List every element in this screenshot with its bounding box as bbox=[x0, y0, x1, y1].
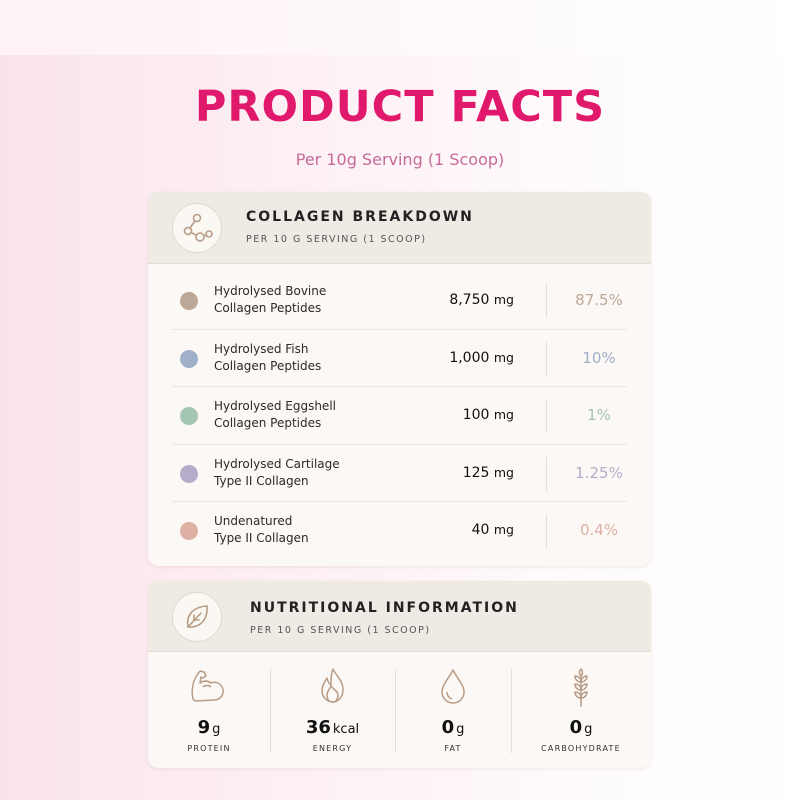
collagen-row-label: Hydrolysed Cartilage Type II Collagen bbox=[214, 456, 394, 490]
color-dot bbox=[180, 464, 198, 483]
row-divider bbox=[546, 284, 547, 318]
collagen-rows: Hydrolysed Bovine Collagen Peptides 8,75… bbox=[148, 272, 651, 560]
collagen-row-label: Undenatured Type II Collagen bbox=[214, 513, 394, 547]
collagen-row-amount: 1,000 mg bbox=[449, 350, 514, 366]
amount-value: 1,000 bbox=[449, 349, 490, 366]
amount-value: 40 bbox=[471, 522, 490, 538]
collagen-card-title: COLLAGEN BREAKDOWN bbox=[246, 209, 474, 225]
amount-value: 8,750 bbox=[449, 292, 490, 308]
nutrition-label: CARBOHYDRATE bbox=[541, 744, 621, 753]
amount-unit: mg bbox=[493, 292, 514, 307]
collagen-row-label-line1: Undenatured bbox=[214, 514, 293, 528]
collagen-breakdown-card: COLLAGEN BREAKDOWN PER 10 G SERVING (1 S… bbox=[148, 192, 651, 566]
collagen-row-label-line1: Hydrolysed Bovine bbox=[214, 284, 327, 298]
nutrition-label: PROTEIN bbox=[187, 744, 231, 753]
page-subtitle: Per 10g Serving (1 Scoop) bbox=[295, 150, 505, 169]
collagen-row-label: Hydrolysed Fish Collagen Peptides bbox=[214, 341, 394, 375]
color-dot bbox=[180, 522, 198, 540]
collagen-row-label-line1: Hydrolysed Eggshell bbox=[214, 399, 336, 413]
nutrition-card-header: NUTRITIONAL INFORMATION PER 10 G SERVING… bbox=[148, 581, 651, 652]
muscle-arm-icon bbox=[191, 670, 224, 702]
nutrition-value-unit: kcal bbox=[332, 722, 360, 737]
row-divider bbox=[546, 399, 547, 433]
nutrition-value: 36 kcal bbox=[270, 717, 395, 738]
nutrition-value-number: 36 bbox=[305, 717, 331, 738]
nutrition-card-subtitle: PER 10 G SERVING (1 SCOOP) bbox=[250, 625, 431, 636]
collagen-row: Hydrolysed Eggshell Collagen Peptides 10… bbox=[172, 387, 627, 445]
collagen-row-label-line2: Collagen Peptides bbox=[214, 416, 322, 430]
collagen-row-label-line2: Type II Collagen bbox=[214, 531, 309, 545]
collagen-row-percent: 1% bbox=[587, 406, 611, 424]
color-dot bbox=[180, 407, 198, 425]
row-divider bbox=[546, 514, 547, 548]
nutritional-information-card: NUTRITIONAL INFORMATION PER 10 G SERVING… bbox=[148, 581, 651, 768]
collagen-row-label-line2: Collagen Peptides bbox=[214, 301, 322, 315]
droplet-icon bbox=[441, 669, 465, 704]
nutrition-value-number: 0 bbox=[441, 717, 455, 738]
nutrition-value-number: 9 bbox=[197, 717, 211, 738]
collagen-row-amount: 8,750 mg bbox=[449, 292, 514, 308]
amount-unit: mg bbox=[493, 407, 514, 422]
collagen-row-amount: 100 mg bbox=[463, 407, 514, 423]
nutrition-label: ENERGY bbox=[312, 744, 353, 753]
leaf-icon bbox=[172, 592, 222, 642]
collagen-row: Undenatured Type II Collagen 40 mg 0.4% bbox=[172, 502, 627, 560]
nutrition-value-unit: g bbox=[584, 722, 593, 737]
amount-unit: mg bbox=[493, 522, 514, 537]
amount-unit: mg bbox=[493, 349, 514, 365]
nutrition-divider bbox=[511, 669, 512, 753]
amount-value: 125 bbox=[462, 464, 490, 481]
collagen-row-label-line1: Hydrolysed Fish bbox=[214, 341, 309, 356]
collagen-card-header: COLLAGEN BREAKDOWN PER 10 G SERVING (1 S… bbox=[148, 192, 651, 264]
molecule-icon bbox=[172, 203, 222, 253]
amount-value: 100 bbox=[462, 407, 490, 423]
nutrition-value-number: 0 bbox=[569, 717, 583, 738]
amount-unit: mg bbox=[493, 464, 514, 480]
collagen-row-percent: 10% bbox=[582, 348, 616, 367]
collagen-row-label-line1: Hydrolysed Cartilage bbox=[214, 456, 340, 471]
collagen-row-amount: 125 mg bbox=[463, 465, 514, 481]
collagen-card-subtitle: PER 10 G SERVING (1 SCOOP) bbox=[246, 234, 427, 245]
color-dot bbox=[180, 349, 198, 368]
collagen-row-label: Hydrolysed Bovine Collagen Peptides bbox=[214, 283, 394, 317]
collagen-row-label: Hydrolysed Eggshell Collagen Peptides bbox=[214, 398, 394, 432]
collagen-row-amount: 40 mg bbox=[472, 522, 514, 538]
collagen-row-label-line2: Type II Collagen bbox=[214, 473, 309, 488]
wheat-icon bbox=[574, 668, 588, 707]
nutrition-value-unit: g bbox=[456, 722, 465, 737]
collagen-row-label-line2: Collagen Peptides bbox=[214, 358, 322, 373]
collagen-row: Hydrolysed Bovine Collagen Peptides 8,75… bbox=[172, 272, 627, 330]
top-band bbox=[0, 0, 800, 55]
row-divider bbox=[546, 456, 547, 491]
nutrition-value-unit: g bbox=[212, 722, 221, 737]
nutrition-label: FAT bbox=[444, 744, 462, 753]
flame-icon bbox=[320, 668, 344, 703]
collagen-row: Hydrolysed Cartilage Type II Collagen 12… bbox=[172, 445, 627, 502]
nutrition-item-energy: 36 kcal ENERGY bbox=[270, 653, 395, 768]
color-dot bbox=[180, 292, 198, 310]
row-divider bbox=[546, 341, 547, 376]
collagen-row-percent: 1.25% bbox=[575, 463, 623, 482]
page-title: PRODUCT FACTS bbox=[194, 82, 606, 132]
collagen-row: Hydrolysed Fish Collagen Peptides 1,000 … bbox=[172, 330, 627, 387]
nutrition-divider bbox=[395, 669, 396, 753]
nutrition-card-title: NUTRITIONAL INFORMATION bbox=[250, 600, 519, 616]
collagen-row-percent: 0.4% bbox=[579, 521, 619, 539]
nutrition-divider bbox=[270, 669, 271, 753]
collagen-row-percent: 87.5% bbox=[575, 291, 623, 309]
